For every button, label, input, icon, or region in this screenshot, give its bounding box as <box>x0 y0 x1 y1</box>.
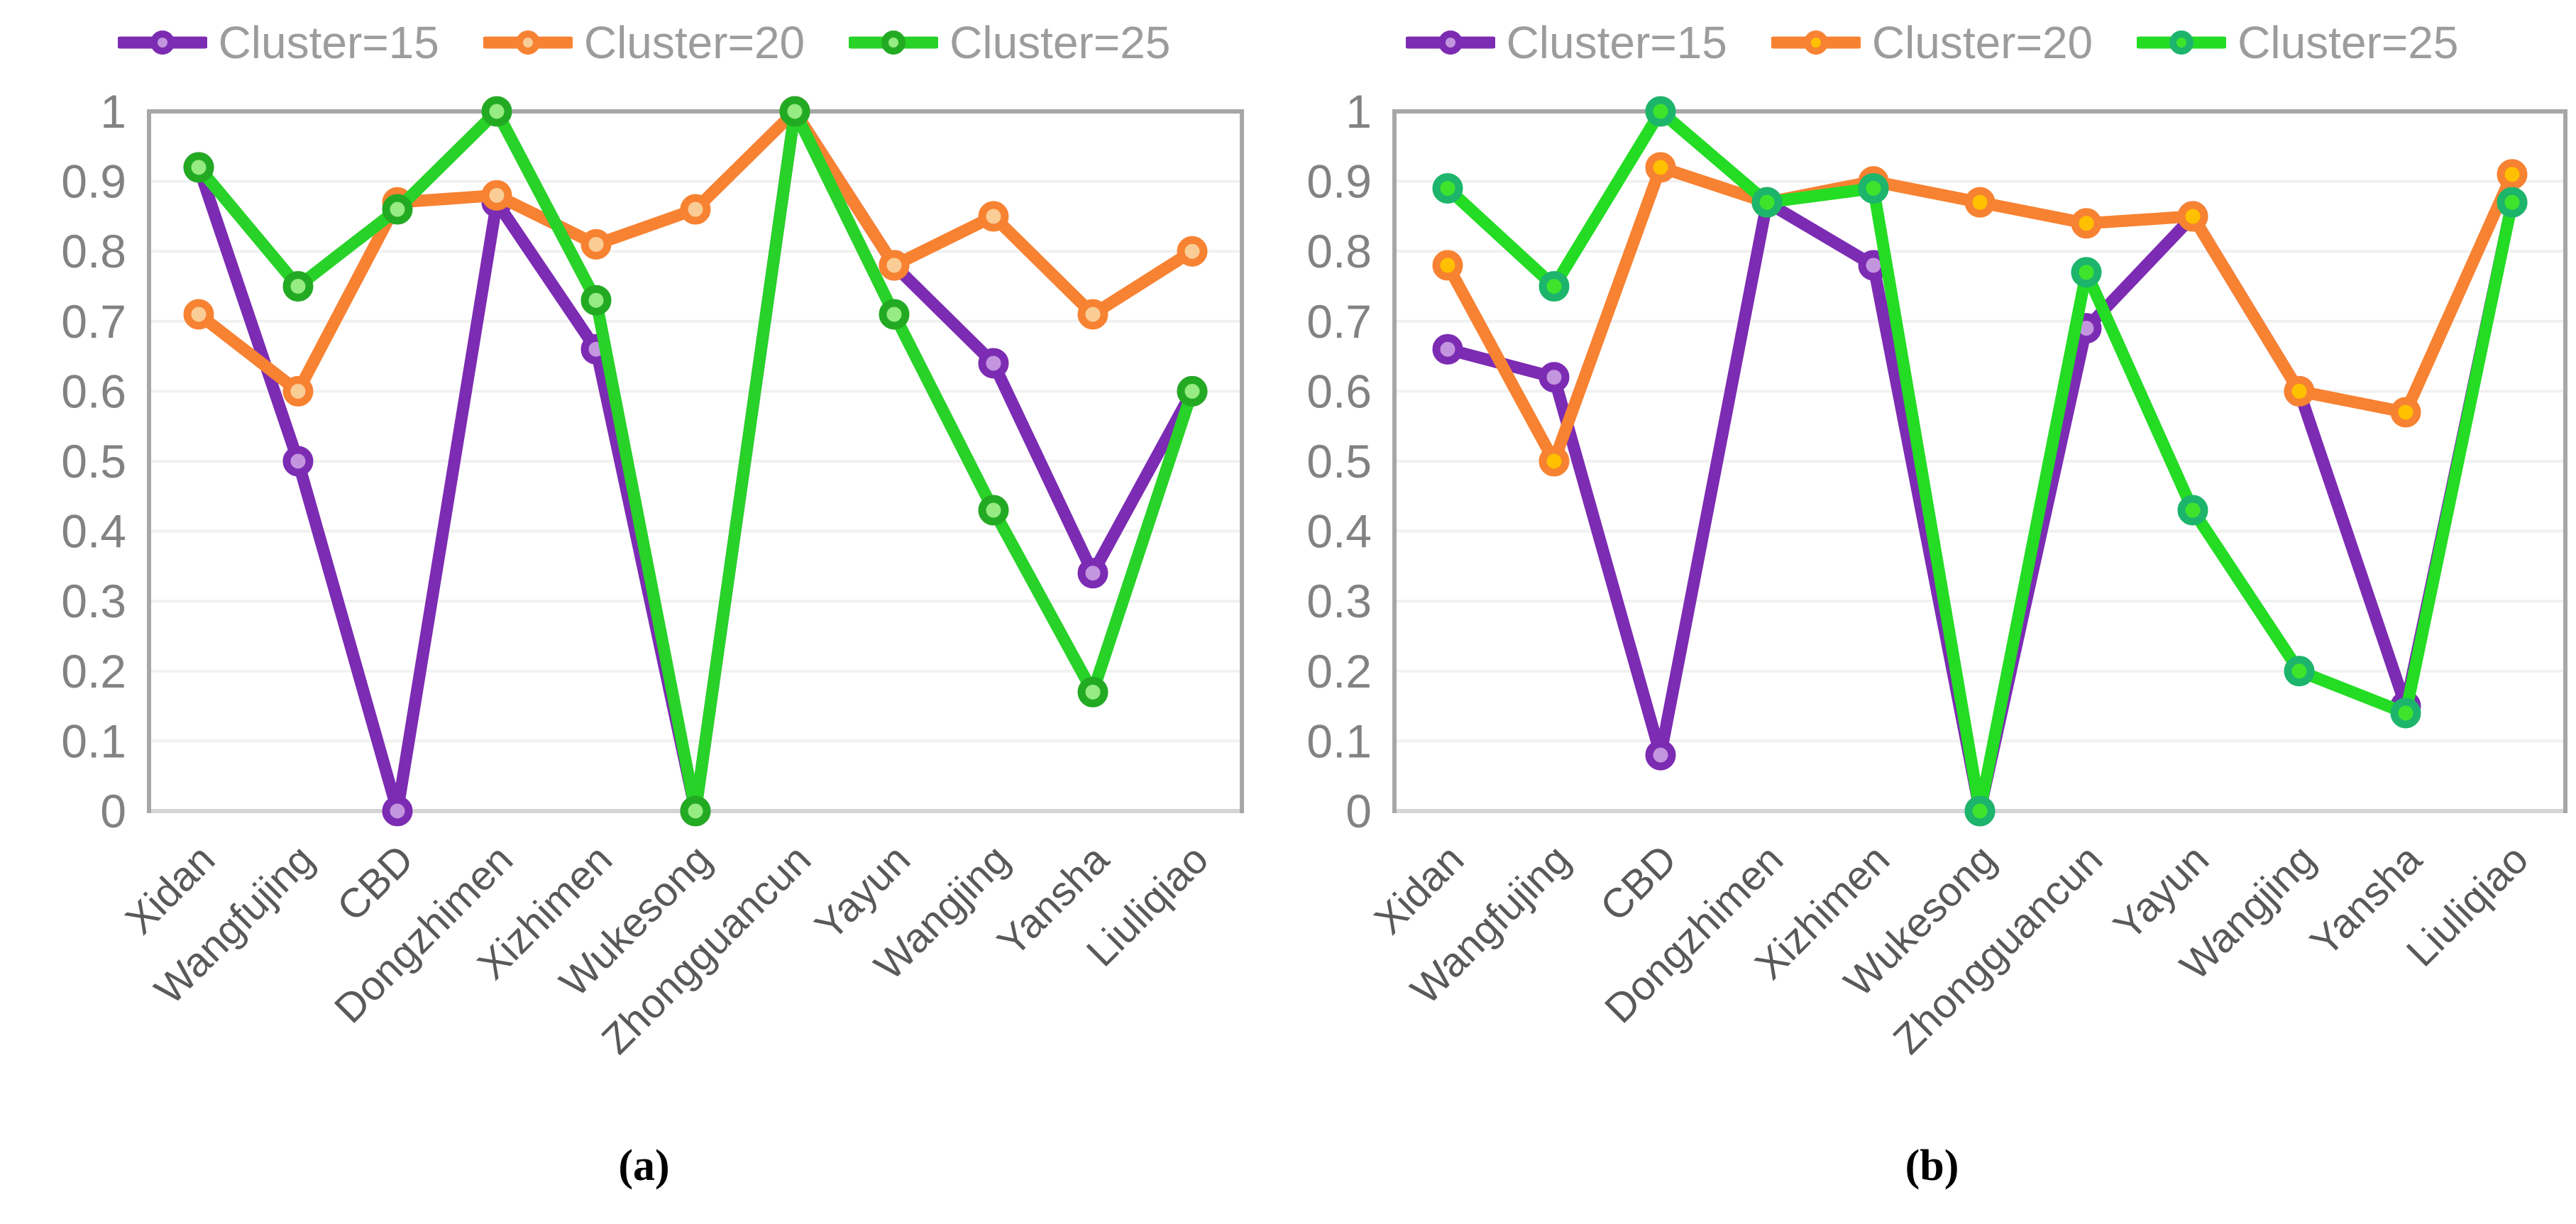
data-point-marker <box>2390 397 2421 428</box>
data-point-marker <box>1432 250 1463 281</box>
data-point-marker <box>1645 96 1676 127</box>
data-point-marker <box>282 446 314 477</box>
y-tick-label: 0.7 <box>61 295 126 348</box>
chart-panel-a: Cluster=15 Cluster=20 Cluster=25 1 0.9 0.8 0.… <box>0 4 1288 1190</box>
data-point-marker <box>1077 299 1108 330</box>
data-point-marker <box>2071 208 2102 239</box>
data-point-marker <box>282 271 314 302</box>
y-tick-label: 0.3 <box>61 575 126 627</box>
data-point-marker <box>1539 446 1570 477</box>
x-category-label: CBD <box>1592 836 1686 930</box>
legend-item-Cluster=15: Cluster=15 <box>117 17 439 68</box>
y-tick-label: 1 <box>1345 85 1372 138</box>
line-chart-a: 10.90.80.70.60.50.40.30.20.10XidanWangfu… <box>61 85 1244 1063</box>
legend-marker-icon <box>1405 31 1495 55</box>
y-tick-label: 0.4 <box>61 505 126 558</box>
data-point-marker <box>978 348 1009 379</box>
legend-label: Cluster=25 <box>950 17 1171 68</box>
legend-item-Cluster=20: Cluster=20 <box>1771 20 2093 65</box>
data-point-marker <box>1964 795 1996 827</box>
y-tick-label: 0.5 <box>61 435 126 487</box>
data-point-marker <box>779 96 810 127</box>
data-point-marker <box>382 194 413 225</box>
y-tick-label: 0.7 <box>1306 295 1372 348</box>
line-chart-b: 10.90.80.70.60.50.40.30.20.10XidanWangfu… <box>1306 85 2567 1063</box>
data-point-marker <box>580 285 612 316</box>
data-point-marker <box>978 495 1009 526</box>
data-point-marker <box>580 228 612 260</box>
data-point-marker <box>183 152 214 183</box>
data-point-marker <box>1177 236 1208 267</box>
data-point-marker <box>2284 656 2315 687</box>
data-point-marker <box>1858 172 1889 204</box>
data-point-marker <box>2177 201 2208 232</box>
data-point-marker <box>1539 362 1570 393</box>
legend-item-Cluster=20: Cluster=20 <box>483 20 805 65</box>
legend-label: Cluster=25 <box>2238 17 2459 68</box>
data-point-marker <box>1432 333 1463 365</box>
data-point-marker <box>978 201 1009 232</box>
y-tick-label: 0.2 <box>61 645 126 698</box>
data-point-marker <box>2497 159 2528 190</box>
y-tick-label: 0.1 <box>61 715 126 767</box>
data-point-marker <box>1645 739 1676 771</box>
data-point-marker <box>879 250 910 281</box>
y-tick-label: 0.6 <box>61 365 126 417</box>
data-point-marker <box>481 180 512 211</box>
data-point-marker <box>1964 187 1996 218</box>
data-point-marker <box>2284 375 2315 407</box>
y-tick-label: 0.3 <box>1306 575 1372 627</box>
legend-marker-icon <box>483 31 573 55</box>
data-point-marker <box>879 299 910 330</box>
y-tick-label: 0.6 <box>1306 365 1372 417</box>
data-point-marker <box>1645 152 1676 183</box>
y-tick-label: 0.5 <box>1306 435 1372 487</box>
legend-label: Cluster=15 <box>218 17 439 68</box>
legend-a: Cluster=15 Cluster=20 Cluster=25 <box>0 4 1288 81</box>
data-point-marker <box>481 96 512 127</box>
legend-b: Cluster=15 Cluster=20 Cluster=25 <box>1288 4 2576 81</box>
legend-item-Cluster=25: Cluster=25 <box>849 20 1170 65</box>
legend-label: Cluster=15 <box>1506 17 1727 68</box>
legend-marker-icon <box>849 31 939 55</box>
y-tick-label: 0.8 <box>61 225 126 277</box>
y-tick-label: 0.4 <box>1306 505 1372 558</box>
data-point-marker <box>1077 558 1108 589</box>
y-tick-label: 0 <box>1345 785 1372 837</box>
data-point-marker <box>1177 375 1208 407</box>
data-point-marker <box>2390 698 2421 729</box>
legend-marker-icon <box>117 31 207 55</box>
caption-b: (b) <box>1905 1142 1959 1190</box>
data-point-marker <box>1539 271 1570 302</box>
y-tick-label: 0.1 <box>1306 715 1372 767</box>
data-point-marker <box>2177 495 2208 526</box>
y-tick-label: 0.9 <box>1306 155 1372 208</box>
data-point-marker <box>382 795 413 827</box>
data-point-marker <box>183 299 214 330</box>
legend-label: Cluster=20 <box>583 17 805 68</box>
data-point-marker <box>1432 172 1463 204</box>
y-tick-label: 0.8 <box>1306 225 1372 277</box>
legend-marker-icon <box>2137 31 2227 55</box>
y-tick-label: 1 <box>100 85 126 138</box>
data-point-marker <box>680 194 711 225</box>
data-point-marker <box>680 795 711 827</box>
data-point-marker <box>1077 676 1108 707</box>
legend-item-Cluster=25: Cluster=25 <box>2137 20 2458 65</box>
legend-item-Cluster=15: Cluster=15 <box>1405 17 1727 68</box>
data-point-marker <box>282 375 314 407</box>
caption-a: (a) <box>618 1142 670 1190</box>
y-tick-label: 0 <box>100 785 126 837</box>
series-line-Cluster=15 <box>1441 196 2519 817</box>
data-point-marker <box>1751 187 1783 218</box>
chart-panel-b: Cluster=15 Cluster=20 Cluster=25 1 0.9 0.8 0.… <box>1288 0 2576 1224</box>
y-tick-label: 0.9 <box>61 155 126 208</box>
legend-label: Cluster=20 <box>1871 17 2093 68</box>
y-tick-label: 0.2 <box>1306 645 1372 698</box>
legend-marker-icon <box>1771 31 1861 55</box>
data-point-marker <box>2071 257 2102 288</box>
data-point-marker <box>2497 187 2528 218</box>
